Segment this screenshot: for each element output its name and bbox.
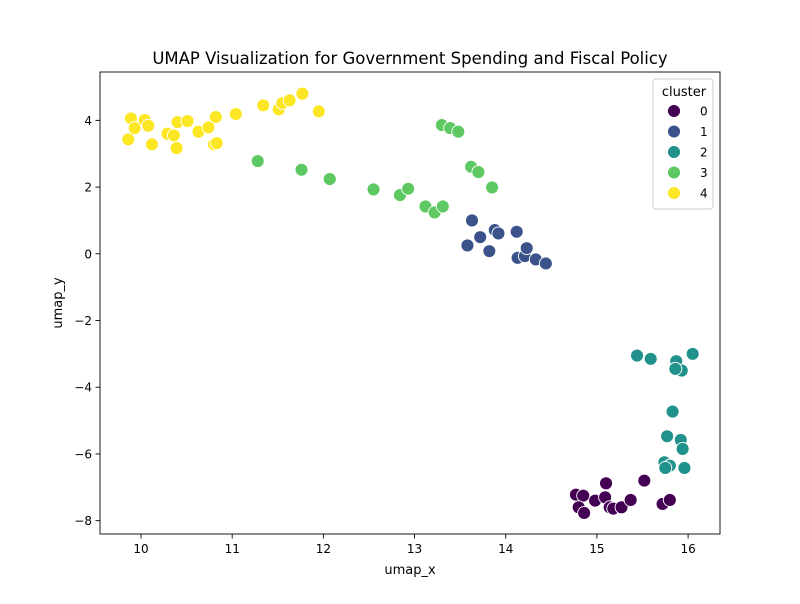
data-point-cluster-2 (658, 461, 673, 475)
chart-title: UMAP Visualization for Government Spendi… (152, 49, 668, 68)
legend-label-3: 3 (700, 166, 708, 180)
data-point-cluster-2 (660, 429, 675, 444)
data-point-cluster-1 (482, 244, 497, 259)
data-point-cluster-1 (519, 241, 534, 256)
data-point-cluster-4 (311, 104, 326, 119)
points-layer (121, 86, 700, 520)
legend-title: cluster (662, 85, 707, 100)
data-point-cluster-0 (599, 476, 613, 491)
legend-marker-3 (667, 165, 681, 180)
data-point-cluster-2 (665, 404, 680, 419)
data-point-cluster-4 (121, 132, 136, 147)
data-point-cluster-4 (208, 110, 223, 124)
y-tick-label: −8 (74, 514, 92, 528)
y-axis-ticks: −8 −6 −4 −2 0 2 4 (74, 114, 100, 528)
x-tick-label: 12 (316, 542, 331, 556)
data-point-cluster-4 (127, 121, 142, 135)
data-point-cluster-4 (209, 136, 224, 151)
y-tick-label: −2 (74, 314, 92, 328)
legend-label-2: 2 (700, 146, 708, 160)
data-point-cluster-1 (465, 213, 479, 228)
data-point-cluster-2 (630, 348, 644, 363)
data-point-cluster-3 (485, 180, 500, 195)
y-tick-label: −4 (74, 381, 92, 395)
data-point-cluster-0 (614, 500, 629, 515)
x-tick-label: 16 (680, 542, 695, 556)
data-point-cluster-4 (166, 128, 181, 143)
legend-marker-0 (667, 104, 681, 118)
data-point-cluster-4 (201, 120, 216, 135)
y-axis-label: umap_y (51, 277, 66, 329)
data-point-cluster-1 (538, 256, 553, 271)
x-axis-label: umap_x (384, 563, 436, 578)
data-point-cluster-1 (473, 230, 488, 245)
data-point-cluster-4 (228, 107, 243, 121)
data-point-cluster-4 (295, 86, 310, 101)
plot-frame (99, 71, 721, 535)
data-point-cluster-0 (577, 506, 592, 520)
data-point-cluster-1 (460, 238, 475, 253)
x-axis-ticks: 10 11 12 13 14 15 16 (133, 534, 696, 556)
data-point-cluster-4 (180, 114, 195, 128)
data-point-cluster-1 (509, 224, 524, 239)
x-tick-label: 15 (589, 542, 604, 556)
data-point-cluster-3 (294, 162, 309, 177)
y-tick-label: −6 (74, 447, 92, 461)
data-point-cluster-0 (637, 473, 652, 488)
data-point-cluster-0 (623, 493, 638, 507)
data-point-cluster-2 (668, 361, 683, 376)
data-point-cluster-3 (250, 154, 265, 169)
y-tick-label: 4 (84, 114, 92, 128)
x-tick-label: 14 (498, 542, 513, 556)
data-point-cluster-3 (451, 124, 466, 139)
data-point-cluster-1 (491, 226, 506, 241)
x-tick-label: 13 (407, 542, 422, 556)
data-point-cluster-2 (677, 461, 692, 475)
legend-items: 0 1 2 3 4 (667, 104, 708, 201)
data-point-cluster-4 (256, 98, 271, 113)
data-point-cluster-4 (169, 141, 184, 156)
legend-label-4: 4 (700, 187, 708, 201)
data-point-cluster-2 (643, 351, 658, 366)
legend-label-0: 0 (700, 105, 708, 119)
data-point-cluster-2 (675, 441, 690, 456)
legend: cluster 0 1 2 3 4 (652, 78, 714, 210)
data-point-cluster-2 (685, 346, 700, 361)
legend-marker-1 (667, 124, 681, 139)
data-point-cluster-3 (471, 165, 486, 180)
data-point-cluster-4 (141, 118, 156, 133)
data-point-cluster-3 (435, 199, 450, 214)
legend-marker-4 (667, 186, 681, 200)
x-tick-label: 10 (133, 542, 148, 556)
data-point-cluster-4 (282, 93, 297, 108)
legend-label-1: 1 (700, 125, 708, 139)
x-tick-label: 11 (225, 542, 240, 556)
y-tick-label: 0 (84, 247, 92, 261)
y-tick-label: 2 (84, 181, 92, 195)
data-point-cluster-0 (662, 493, 677, 507)
data-point-cluster-3 (366, 182, 381, 197)
data-point-cluster-0 (576, 488, 591, 503)
data-point-cluster-3 (322, 172, 337, 187)
data-point-cluster-3 (401, 181, 416, 196)
data-point-cluster-4 (145, 137, 159, 152)
legend-marker-2 (667, 145, 681, 159)
